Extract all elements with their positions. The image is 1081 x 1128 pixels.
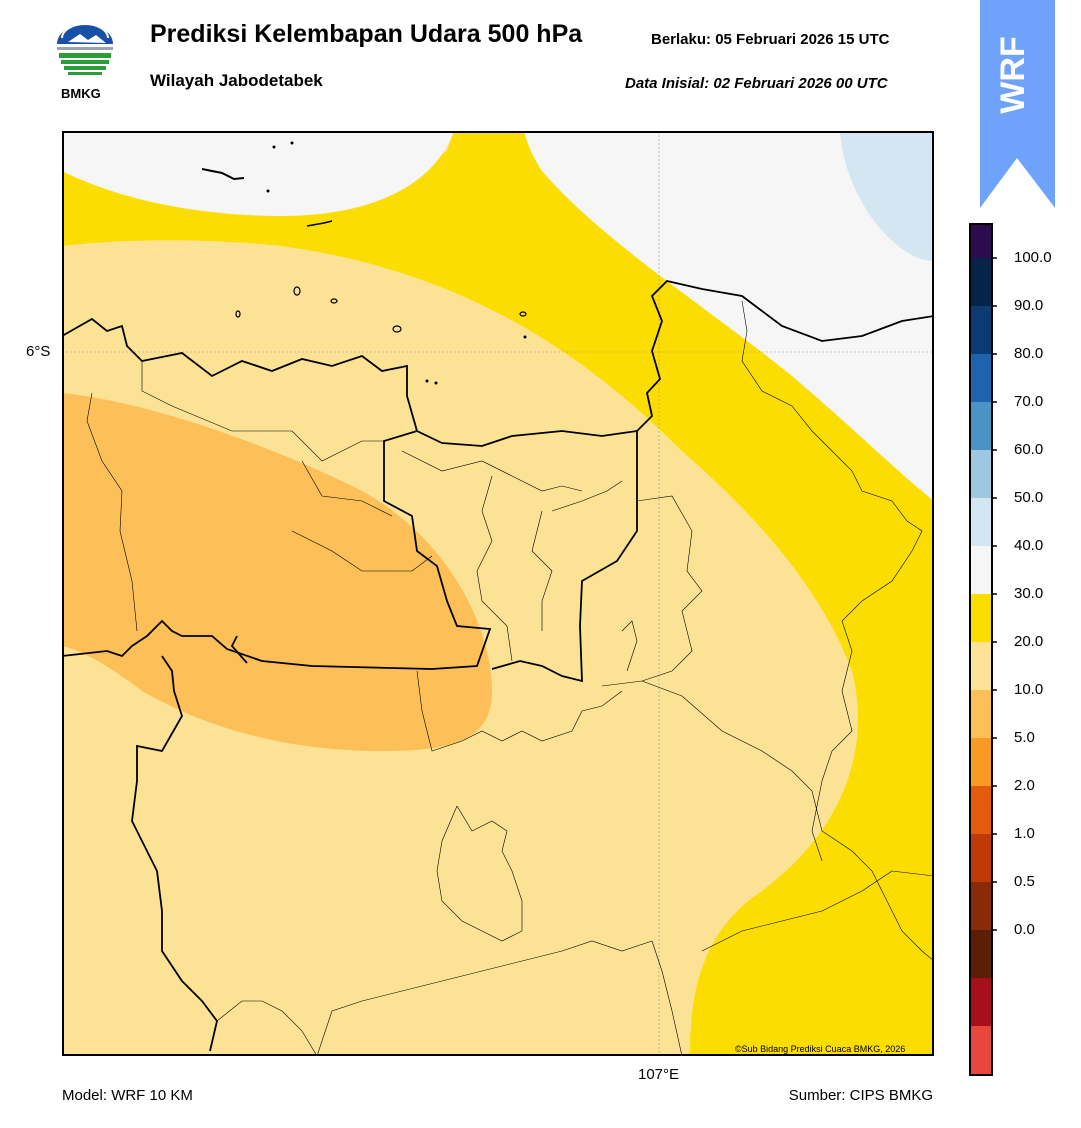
island — [425, 379, 429, 383]
latitude-label: 6°S — [26, 343, 51, 360]
regency-boundaries — [86, 300, 934, 1056]
colorbar-segment — [971, 450, 991, 498]
humidity-zone-30-40 — [62, 131, 934, 1056]
island — [272, 145, 276, 149]
island — [306, 220, 333, 227]
wrf-badge-text: WRF — [993, 36, 1032, 114]
province-boundary — [131, 655, 218, 1052]
colorbar — [969, 223, 999, 1081]
colorbar-segment — [971, 402, 991, 450]
colorbar-label: 0.5 — [1014, 873, 1035, 890]
humidity-zone-40-50-north — [62, 131, 454, 216]
island — [201, 168, 245, 181]
colorbar-segment — [971, 738, 991, 786]
colorbar-segment — [971, 978, 991, 1026]
source-label: Sumber: CIPS BMKG — [788, 1087, 933, 1104]
humidity-map: ©Sub Bidang Prediksi Cuaca BMKG, 2026 — [62, 131, 934, 1056]
humidity-map-canvas: ©Sub Bidang Prediksi Cuaca BMKG, 2026 — [62, 131, 934, 1056]
init-time: Data Inisial: 02 Februari 2026 00 UTC — [625, 75, 888, 92]
colorbar-label: 5.0 — [1014, 729, 1035, 746]
island — [392, 325, 402, 333]
colorbar-segment — [971, 930, 991, 978]
longitude-label: 107°E — [638, 1066, 680, 1083]
coastline — [62, 280, 934, 447]
colorbar-label: 20.0 — [1014, 633, 1044, 650]
bmkg-logo-icon — [57, 23, 113, 75]
colorbar-segment — [971, 306, 991, 354]
logo-text: BMKG — [61, 86, 101, 101]
island — [523, 335, 527, 339]
island — [330, 298, 338, 304]
colorbar-label: 2.0 — [1014, 777, 1035, 794]
colorbar-label: 0.0 — [1014, 921, 1035, 938]
island — [235, 310, 241, 318]
copyright-text: ©Sub Bidang Prediksi Cuaca BMKG, 2026 — [735, 1044, 905, 1054]
page-subtitle: Wilayah Jabodetabek — [150, 71, 323, 90]
island — [293, 286, 301, 296]
colorbar-frame — [969, 223, 993, 1076]
colorbar-label: 10.0 — [1014, 681, 1044, 698]
colorbar-label: 60.0 — [1014, 441, 1044, 458]
bmkg-logo — [54, 22, 116, 88]
colorbar-segment — [971, 354, 991, 402]
colorbar-segment — [971, 642, 991, 690]
island — [290, 141, 294, 145]
colorbar-label: 90.0 — [1014, 297, 1044, 314]
page-title: Prediksi Kelembapan Udara 500 hPa — [150, 20, 583, 48]
humidity-zone-50-60 — [840, 131, 934, 261]
colorbar-segment — [971, 786, 991, 834]
colorbar-segment — [971, 834, 991, 882]
colorbar-label: 50.0 — [1014, 489, 1044, 506]
map-frame — [62, 131, 934, 1056]
colorbar-label: 1.0 — [1014, 825, 1035, 842]
island — [519, 311, 527, 317]
valid-time: Berlaku: 05 Februari 2026 15 UTC — [651, 31, 890, 48]
colorbar-label: 80.0 — [1014, 345, 1044, 362]
colorbar-label: 40.0 — [1014, 537, 1044, 554]
colorbar-segment — [971, 225, 991, 258]
province-boundary — [230, 635, 248, 664]
humidity-zone-10-20 — [62, 393, 492, 751]
colorbar-segment — [971, 498, 991, 546]
colorbar-segment — [971, 690, 991, 738]
colorbar-label: 30.0 — [1014, 585, 1044, 602]
model-label: Model: WRF 10 KM — [62, 1087, 193, 1104]
colorbar-label: 70.0 — [1014, 393, 1044, 410]
colorbar-segment — [971, 258, 991, 306]
wrf-badge — [980, 0, 1055, 208]
colorbar-segment — [971, 882, 991, 930]
colorbar-segment — [971, 1026, 991, 1074]
colorbar-segment — [971, 546, 991, 594]
humidity-zone-40-50-northeast — [524, 131, 934, 501]
province-boundary — [62, 430, 492, 670]
colorbar-label: 100.0 — [1014, 249, 1052, 266]
colorbar-scale — [969, 223, 997, 1076]
island — [434, 381, 438, 385]
colorbar-segment — [971, 594, 991, 642]
province-boundary — [491, 431, 638, 683]
island — [266, 189, 270, 193]
